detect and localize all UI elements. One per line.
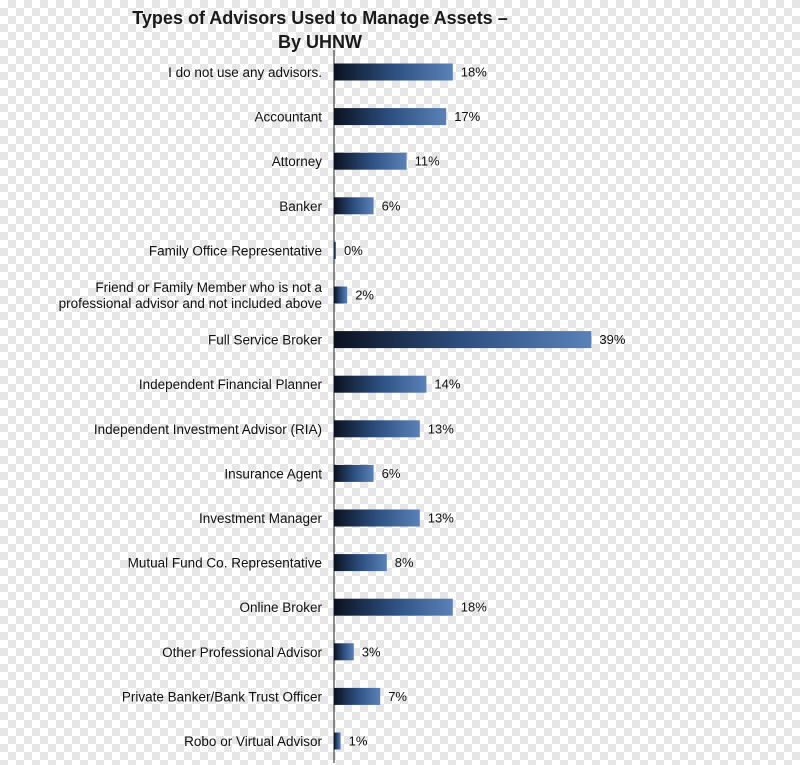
bars-group: 18% I do not use any advisors. 17% Accounta… <box>59 63 626 750</box>
bar <box>334 331 592 349</box>
category-label: Online Broker <box>239 600 322 615</box>
value-label: 1% <box>349 734 368 749</box>
bar <box>334 63 453 81</box>
value-label: 13% <box>428 511 454 526</box>
category-label: Family Office Representative <box>149 243 322 258</box>
category-label: Attorney <box>272 154 323 169</box>
category-label: Independent Investment Advisor (RIA) <box>94 422 322 437</box>
bar <box>334 509 420 527</box>
value-label: 18% <box>461 65 487 80</box>
value-label: 17% <box>454 109 480 124</box>
bar <box>334 241 336 259</box>
value-label: 2% <box>355 288 374 303</box>
category-label: Mutual Fund Co. Representative <box>128 556 322 571</box>
bar <box>334 464 374 482</box>
value-label: 18% <box>461 600 487 615</box>
bar <box>334 420 420 438</box>
bar <box>334 152 407 170</box>
category-label: Investment Manager <box>199 511 323 526</box>
chart-title-line-2: By UHNW <box>278 32 362 52</box>
chart-title: Types of Advisors Used to Manage Assets … <box>0 6 640 54</box>
value-label: 6% <box>382 466 401 481</box>
bar <box>334 286 348 304</box>
category-label: Robo or Virtual Advisor <box>184 734 322 749</box>
value-label: 3% <box>362 644 381 659</box>
category-label: Independent Financial Planner <box>139 377 323 392</box>
category-label: Insurance Agent <box>224 466 322 481</box>
category-label: Accountant <box>254 110 322 125</box>
bar <box>334 732 341 750</box>
chart-title-line-1: Types of Advisors Used to Manage Assets … <box>132 8 508 28</box>
category-label: professional advisor and not included ab… <box>59 296 322 311</box>
value-label: 7% <box>388 689 407 704</box>
category-label: Banker <box>279 199 322 214</box>
value-label: 14% <box>434 377 460 392</box>
category-label: Friend or Family Member who is not a <box>95 280 322 295</box>
value-label: 13% <box>428 421 454 436</box>
category-label: Other Professional Advisor <box>162 645 322 660</box>
bar <box>334 687 381 705</box>
category-label: Full Service Broker <box>208 333 323 348</box>
bar <box>334 375 427 393</box>
value-label: 0% <box>344 243 363 258</box>
category-label: Private Banker/Bank Trust Officer <box>122 689 323 704</box>
value-label: 6% <box>382 198 401 213</box>
value-label: 8% <box>395 555 414 570</box>
bar <box>334 598 453 616</box>
value-label: 11% <box>415 154 440 169</box>
value-label: 39% <box>599 332 625 347</box>
bar <box>334 197 374 215</box>
bar <box>334 554 387 572</box>
bar <box>334 108 447 126</box>
category-label: I do not use any advisors. <box>168 65 322 80</box>
bar <box>334 643 354 661</box>
